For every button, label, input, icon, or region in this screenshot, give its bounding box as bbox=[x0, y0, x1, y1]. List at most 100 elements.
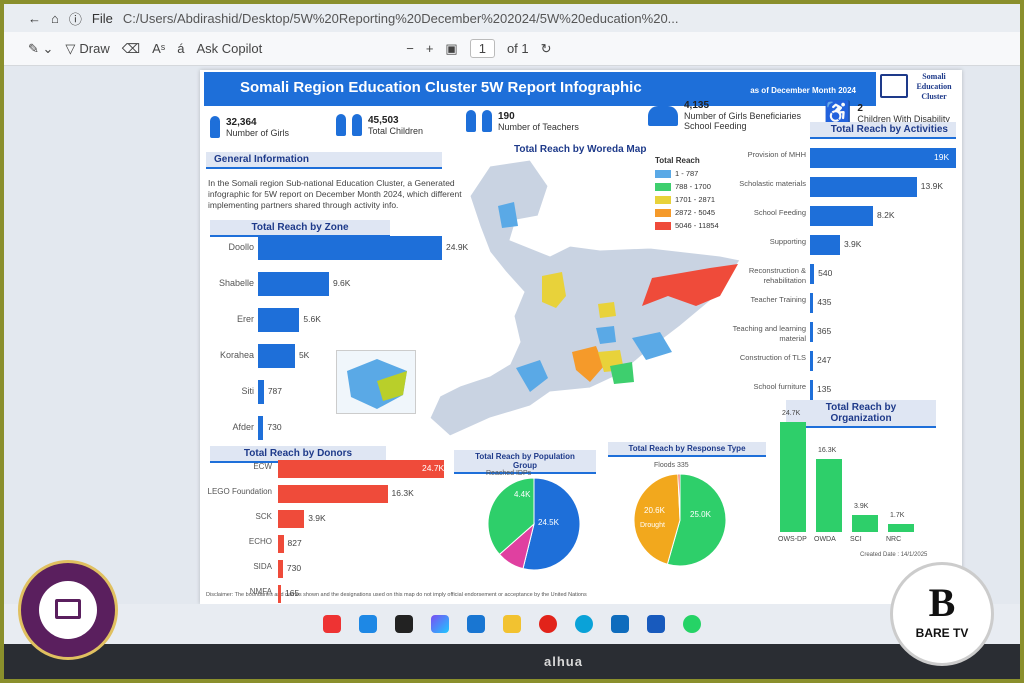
kpi-teachers: 190 Number of Teachers bbox=[466, 110, 579, 132]
school-feeding-icon bbox=[648, 105, 678, 126]
whatsapp-icon[interactable] bbox=[683, 615, 701, 633]
map-title: Total Reach by Woreda Map bbox=[514, 144, 647, 155]
activities-header: Total Reach by Activities bbox=[810, 122, 956, 139]
bar bbox=[810, 322, 813, 342]
bar-value: 730 bbox=[267, 422, 282, 432]
outlook-icon[interactable] bbox=[611, 615, 629, 633]
bar-value: 135 bbox=[817, 384, 832, 394]
bar-label: Scholastic materials bbox=[739, 179, 806, 188]
bar-label: SIDA bbox=[253, 562, 272, 571]
report-title: Somali Region Education Cluster 5W Repor… bbox=[240, 79, 642, 96]
disclaimer: Disclaimer: The boundaries and names sho… bbox=[206, 592, 587, 598]
bar bbox=[258, 380, 264, 404]
edge-icon[interactable] bbox=[575, 615, 593, 633]
bar bbox=[810, 351, 813, 371]
pdf-toolbar: ✎ ⌄ ▽ Draw ⌫ Aˢ á Ask Copilot − + ▣ 1 of… bbox=[4, 32, 1020, 66]
dropbox-icon[interactable] bbox=[467, 615, 485, 633]
draw-button[interactable]: ▽ Draw bbox=[65, 40, 110, 57]
bar bbox=[278, 510, 305, 528]
general-info-header: General Information bbox=[206, 152, 442, 169]
org-header: Total Reach by Organization bbox=[786, 400, 936, 428]
bar bbox=[810, 148, 956, 168]
resp-label-c: 25.0K bbox=[690, 510, 711, 519]
pie-slice bbox=[633, 473, 681, 565]
resp-label-floods: Floods 335 bbox=[654, 462, 689, 469]
legend-label: 5046 - 11854 bbox=[675, 221, 719, 230]
woreda-2 bbox=[542, 272, 566, 308]
bar-label: NMFA bbox=[249, 587, 272, 596]
kpi-girls: 32,364 Number of Girls bbox=[210, 116, 289, 138]
app-icon-3[interactable] bbox=[395, 615, 413, 633]
legend-item: 1701 - 2871 bbox=[655, 193, 719, 206]
legend-item: 788 - 1700 bbox=[655, 180, 719, 193]
legend-item: 2872 - 5045 bbox=[655, 206, 719, 219]
highlight-button[interactable]: ✎ ⌄ bbox=[28, 40, 54, 56]
bar bbox=[852, 514, 878, 532]
bar-label: Teacher Training bbox=[750, 295, 806, 304]
woreda-9 bbox=[516, 360, 548, 392]
eraser-icon[interactable]: ⌫ bbox=[121, 40, 141, 56]
url-text[interactable]: C:/Users/Abdirashid/Desktop/5W%20Reporti… bbox=[122, 10, 679, 26]
population-header: Total Reach by Population Group bbox=[454, 450, 596, 474]
book-icon bbox=[880, 74, 908, 98]
monitor-brand: alhua bbox=[544, 654, 583, 669]
teacher-icon bbox=[466, 110, 476, 132]
bar bbox=[258, 416, 264, 440]
folder-icon[interactable] bbox=[503, 615, 521, 633]
bar-label: ECHO bbox=[248, 537, 272, 546]
zoom-out-button[interactable]: − bbox=[406, 41, 414, 56]
education-office-badge bbox=[18, 560, 118, 660]
bar bbox=[278, 485, 388, 503]
bar bbox=[810, 293, 814, 313]
woreda-10 bbox=[610, 362, 634, 384]
monitor-frame: ← ⌂ ⓘ File C:/Users/Abdirashid/Desktop/5… bbox=[4, 4, 1020, 679]
kpi-total-children: 45,503 Total Children bbox=[336, 114, 423, 136]
children-icon bbox=[336, 114, 346, 136]
book-icon bbox=[55, 599, 81, 619]
copilot-icon[interactable] bbox=[431, 615, 449, 633]
bar-value: 1.7K bbox=[890, 512, 905, 520]
bar-label: Construction of TLS bbox=[739, 353, 806, 362]
rotate-icon[interactable]: ↻ bbox=[540, 40, 552, 56]
bar bbox=[258, 344, 295, 368]
report-page: Somali Region Education Cluster 5W Repor… bbox=[200, 70, 962, 604]
page-number-input[interactable]: 1 bbox=[469, 39, 495, 58]
bar-value: 16.3K bbox=[391, 488, 414, 498]
word-icon[interactable] bbox=[647, 615, 665, 633]
zoom-in-button[interactable]: + bbox=[425, 41, 434, 56]
home-icon[interactable]: ⌂ bbox=[51, 10, 59, 26]
read-aloud-icon[interactable]: á bbox=[177, 41, 185, 56]
bar-value: 435 bbox=[817, 297, 832, 307]
bar-label: Supporting bbox=[769, 237, 806, 246]
app-icon-2[interactable] bbox=[359, 615, 377, 633]
bar bbox=[810, 206, 873, 226]
ask-copilot-button[interactable]: Ask Copilot bbox=[196, 41, 263, 56]
bar-value: 730 bbox=[286, 563, 302, 573]
opera-icon[interactable] bbox=[539, 615, 557, 633]
bar-label: Teaching and learning material bbox=[732, 324, 806, 343]
bar-label: Afder bbox=[232, 422, 254, 432]
fit-page-icon[interactable]: ▣ bbox=[445, 40, 458, 56]
woreda-3 bbox=[642, 264, 738, 306]
legend-swatch bbox=[655, 182, 671, 191]
bar-label: OWS-DP bbox=[778, 536, 807, 543]
bar bbox=[258, 272, 329, 296]
ethiopia-inset-map bbox=[336, 350, 416, 414]
woreda-7 bbox=[572, 346, 604, 382]
text-icon[interactable]: Aˢ bbox=[152, 41, 166, 56]
back-icon[interactable]: ← bbox=[28, 10, 41, 26]
app-icon-1[interactable] bbox=[323, 615, 341, 633]
bar bbox=[816, 459, 842, 532]
general-info-text: In the Somali region Sub-national Educat… bbox=[208, 178, 462, 210]
pop-label-b: 4.4K bbox=[514, 490, 531, 499]
bar bbox=[810, 264, 815, 284]
bar-value: 24.9K bbox=[446, 242, 469, 252]
legend-label: 788 - 1700 bbox=[675, 182, 711, 191]
bar bbox=[258, 308, 300, 332]
pie-slice bbox=[487, 477, 535, 556]
bar-value: 16.3K bbox=[818, 447, 837, 455]
legend-item: 5046 - 11854 bbox=[655, 219, 719, 232]
girl-icon bbox=[210, 116, 220, 138]
bar-label: Doollo bbox=[228, 242, 254, 252]
legend-swatch bbox=[655, 169, 671, 178]
